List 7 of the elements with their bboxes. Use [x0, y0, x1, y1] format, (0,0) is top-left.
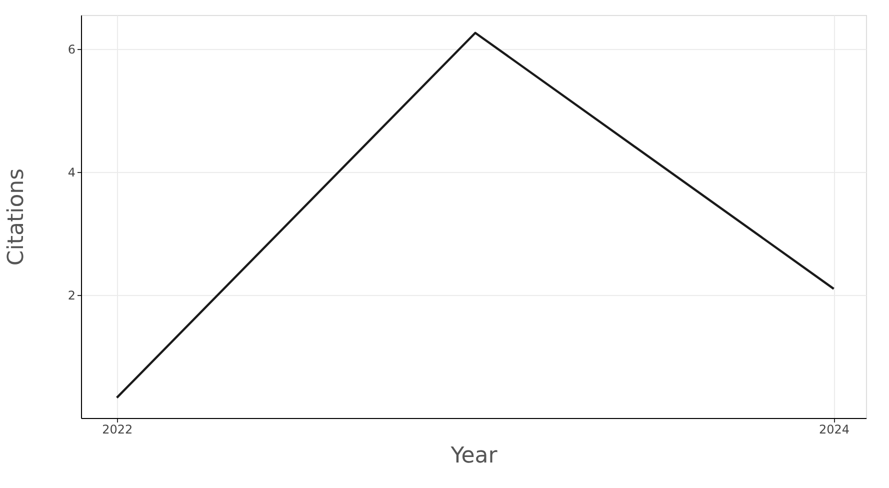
x-axis-title: Year	[450, 444, 498, 468]
y-tick-label: 2	[68, 288, 76, 302]
y-tick-label: 6	[68, 42, 76, 56]
y-axis-title: Citations	[4, 168, 29, 266]
x-tick-label: 2024	[818, 422, 850, 436]
x-tick-label: 2022	[102, 422, 133, 436]
y-tick-label: 4	[68, 165, 76, 180]
